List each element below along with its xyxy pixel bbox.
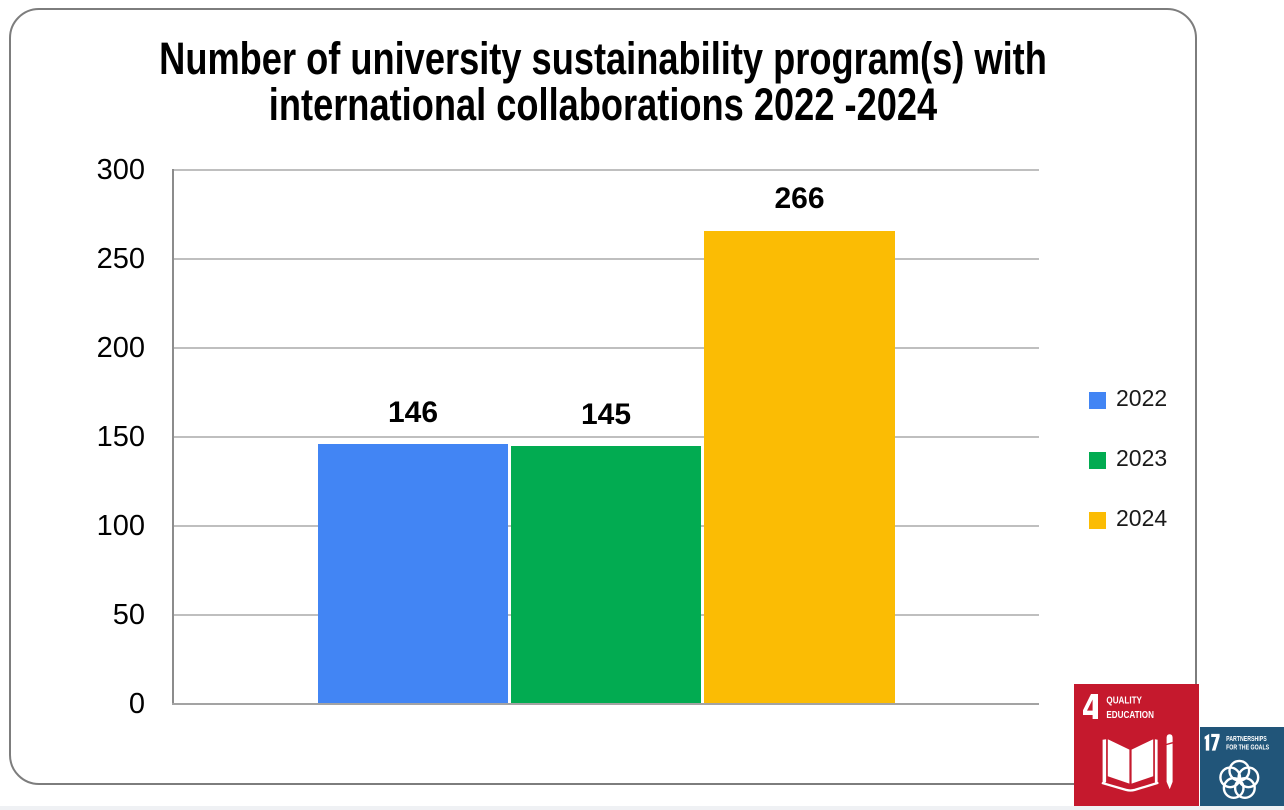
svg-text:EDUCATION: EDUCATION [1106,709,1154,720]
svg-text:PARTNERSHIPS: PARTNERSHIPS [1226,736,1267,744]
svg-text:FOR THE GOALS: FOR THE GOALS [1226,744,1269,752]
svg-text:QUALITY: QUALITY [1106,695,1142,706]
